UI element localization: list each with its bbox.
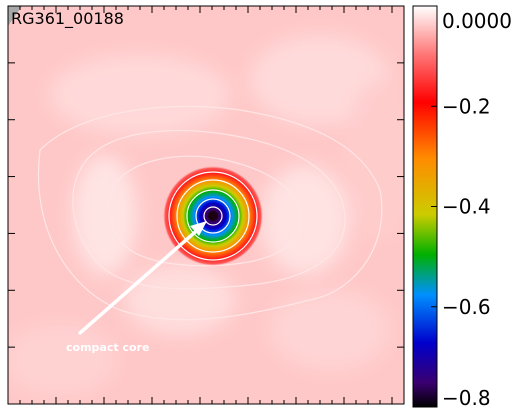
map-label: RG361_00188 — [11, 9, 124, 29]
colorbar-tick-label: −0.4 — [442, 195, 491, 219]
annotation-arrow — [78, 224, 204, 335]
core-contours — [168, 171, 258, 261]
map-frame — [7, 5, 405, 405]
annotation: compact core — [66, 221, 207, 354]
core-peak — [208, 211, 218, 221]
colorbar-tick-label: −0.8 — [442, 386, 491, 410]
map-ticks — [8, 6, 404, 404]
annotation-label: compact core — [66, 341, 149, 354]
corner-marker — [8, 6, 22, 26]
field-structure — [8, 35, 404, 395]
colorbar-tick-label: −0.2 — [442, 94, 491, 118]
colorbar-tick-label: 0.0000 — [442, 9, 512, 33]
compact-core — [161, 164, 265, 268]
colorbar: 0.0000 −0.2 −0.4 −0.6 −0.8 — [412, 5, 512, 410]
colorbar-ticks: 0.0000 −0.2 −0.4 −0.6 −0.8 — [431, 5, 512, 410]
map-panel: RG361_00188 — [7, 5, 405, 405]
annotation-arrowhead — [190, 221, 207, 236]
colorbar-tick-label: −0.6 — [442, 295, 491, 319]
field-contours — [37, 105, 383, 321]
map-field — [8, 6, 404, 395]
